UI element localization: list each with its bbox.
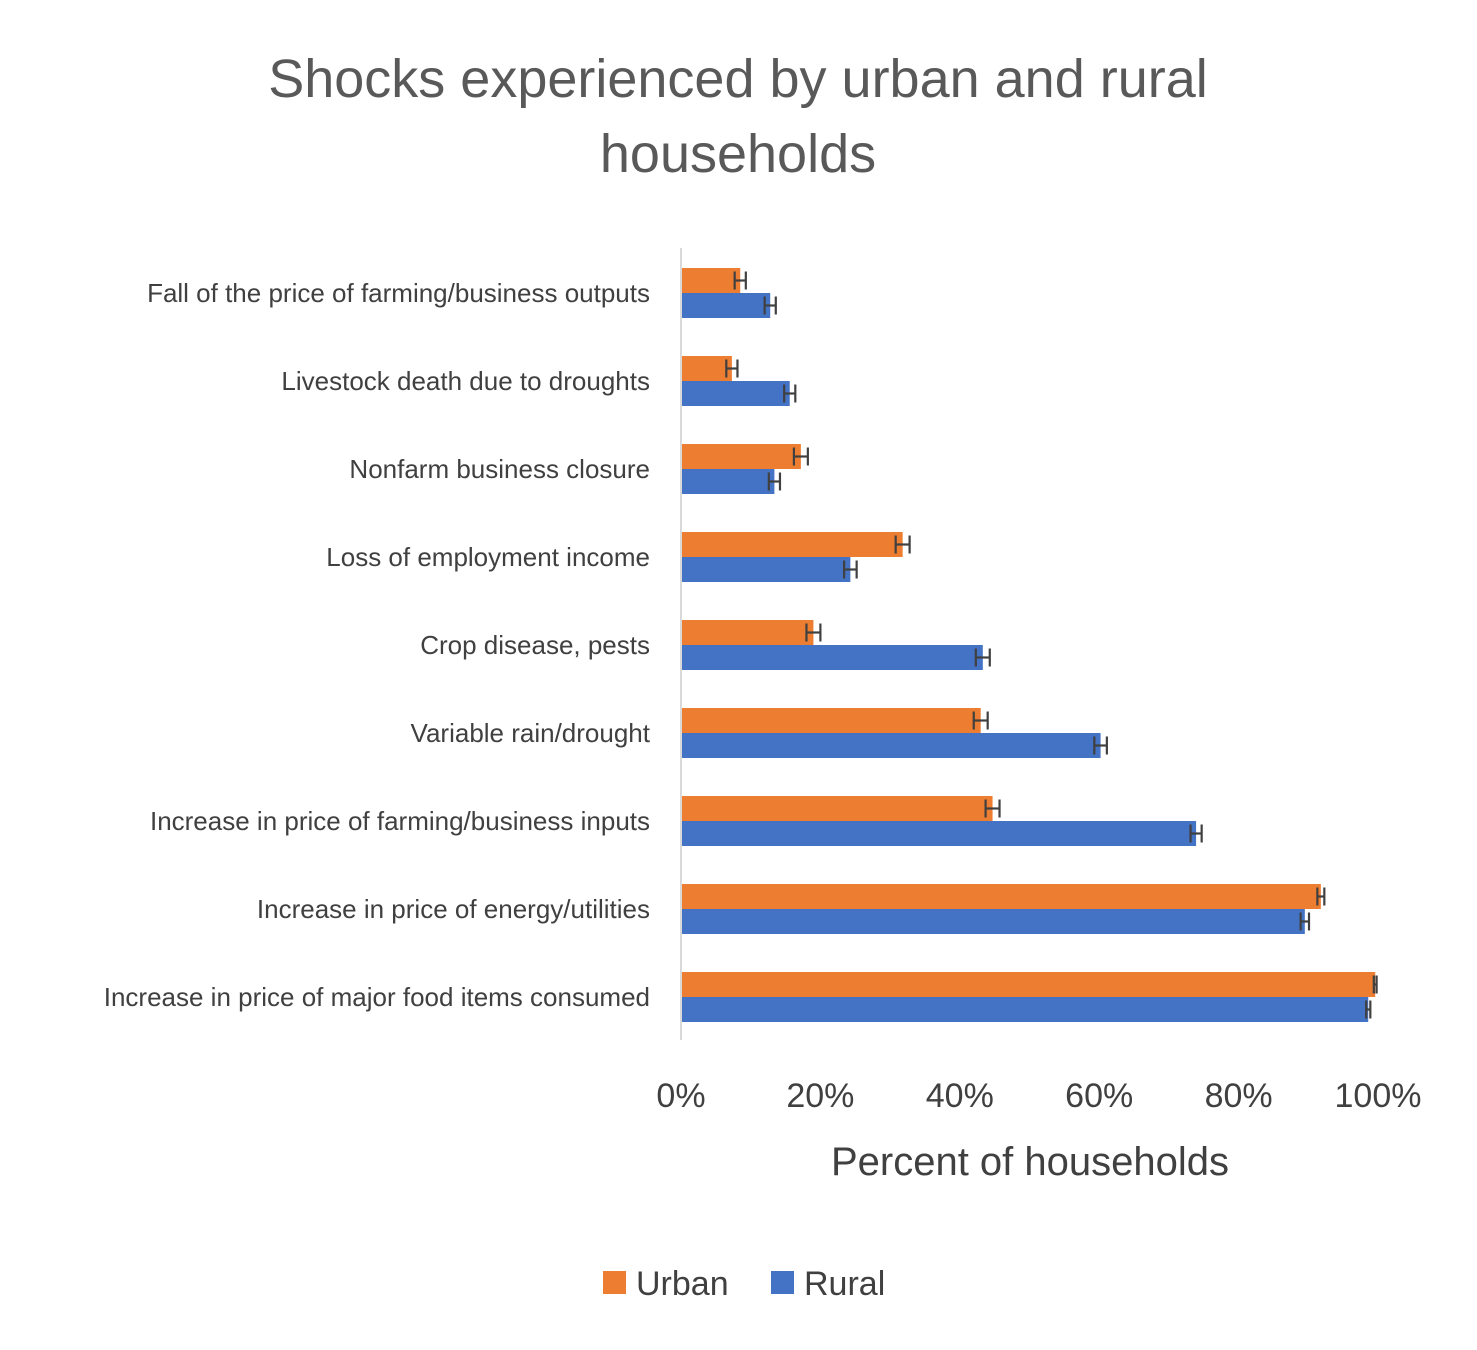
bar-urban-crop-disease-pests [681, 620, 814, 645]
legend-label-urban: Urban [636, 1265, 729, 1303]
error-bar-urban-nonfarm-business-closure [792, 447, 809, 466]
error-bar-urban-increase-in-price-of-energy-utilities [1316, 887, 1326, 906]
x-tick-label-0: 0% [656, 1077, 705, 1115]
x-tick-label-60: 60% [1065, 1077, 1133, 1115]
error-bar-rural-increase-in-price-of-farming-business-inputs [1189, 824, 1203, 843]
category-label-loss-of-employment-income: Loss of employment income [326, 542, 650, 572]
bar-rural-increase-in-price-of-energy-utilities [681, 909, 1305, 934]
bar-rural-crop-disease-pests [681, 645, 983, 670]
bar-urban-livestock-death-due-to-droughts [681, 356, 732, 381]
x-tick-label-80: 80% [1205, 1077, 1273, 1115]
error-bar-rural-loss-of-employment-income [842, 560, 858, 579]
bar-rural-fall-of-the-price-of-farming-business-outputs [681, 293, 771, 318]
error-bar-urban-fall-of-the-price-of-farming-business-outputs [733, 271, 747, 290]
bar-rural-variable-rain-drought [681, 733, 1101, 758]
bar-urban-increase-in-price-of-major-food-items-consumed [681, 972, 1376, 997]
x-axis-ticks: 0% 20% 40% 60% 80% 100% [656, 1077, 1421, 1115]
bar-urban-loss-of-employment-income [681, 532, 903, 557]
chart-title-line-2: households [600, 124, 876, 184]
error-bar-urban-livestock-death-due-to-droughts [725, 359, 739, 378]
category-label-variable-rain-drought: Variable rain/drought [411, 718, 651, 748]
category-label-increase-in-price-of-farming-business-inputs: Increase in price of farming/business in… [150, 806, 650, 836]
error-bar-rural-variable-rain-drought [1093, 736, 1108, 755]
error-bar-rural-fall-of-the-price-of-farming-business-outputs [763, 296, 777, 315]
x-tick-label-100: 100% [1335, 1077, 1422, 1115]
bar-rural-nonfarm-business-closure [681, 469, 775, 494]
bar-rural-increase-in-price-of-major-food-items-consumed [681, 997, 1369, 1022]
error-bar-urban-variable-rain-drought [972, 711, 989, 730]
x-tick-label-40: 40% [926, 1077, 994, 1115]
bar-urban-nonfarm-business-closure [681, 444, 801, 469]
category-label-increase-in-price-of-energy-utilities: Increase in price of energy/utilities [257, 894, 650, 924]
error-bar-urban-crop-disease-pests [805, 623, 822, 642]
bar-rural-increase-in-price-of-farming-business-inputs [681, 821, 1197, 846]
error-bar-rural-nonfarm-business-closure [767, 472, 782, 491]
bar-urban-increase-in-price-of-farming-business-inputs [681, 796, 993, 821]
legend: Urban Rural [603, 1265, 885, 1303]
bar-urban-increase-in-price-of-energy-utilities [681, 884, 1321, 909]
x-tick-label-20: 20% [786, 1077, 854, 1115]
category-label-increase-in-price-of-major-food-items-consumed: Increase in price of major food items co… [104, 982, 650, 1012]
bar-rural-livestock-death-due-to-droughts [681, 381, 790, 406]
bar-urban-fall-of-the-price-of-farming-business-outputs [681, 268, 741, 293]
error-bar-urban-increase-in-price-of-major-food-items-consumed [1372, 975, 1378, 994]
error-bar-urban-increase-in-price-of-farming-business-inputs [984, 799, 1001, 818]
legend-label-rural: Rural [804, 1265, 885, 1303]
category-label-fall-of-the-price-of-farming-business-outputs: Fall of the price of farming/business ou… [147, 278, 650, 308]
bar-rural-loss-of-employment-income [681, 557, 851, 582]
error-bar-rural-increase-in-price-of-major-food-items-consumed [1365, 1000, 1372, 1019]
error-bar-rural-increase-in-price-of-energy-utilities [1299, 912, 1311, 931]
x-axis-title: Percent of households [831, 1140, 1229, 1184]
plot-area: Fall of the price of farming/business ou… [104, 268, 1378, 1022]
category-label-crop-disease-pests: Crop disease, pests [420, 630, 650, 660]
error-bar-rural-crop-disease-pests [974, 648, 991, 667]
category-label-nonfarm-business-closure: Nonfarm business closure [349, 454, 650, 484]
category-label-livestock-death-due-to-droughts: Livestock death due to droughts [281, 366, 650, 396]
legend-swatch-urban [603, 1271, 626, 1294]
chart-title-line-1: Shocks experienced by urban and rural [268, 49, 1208, 109]
error-bar-rural-livestock-death-due-to-droughts [783, 384, 797, 403]
error-bar-urban-loss-of-employment-income [894, 535, 911, 554]
legend-swatch-rural [771, 1271, 794, 1294]
bar-urban-variable-rain-drought [681, 708, 981, 733]
